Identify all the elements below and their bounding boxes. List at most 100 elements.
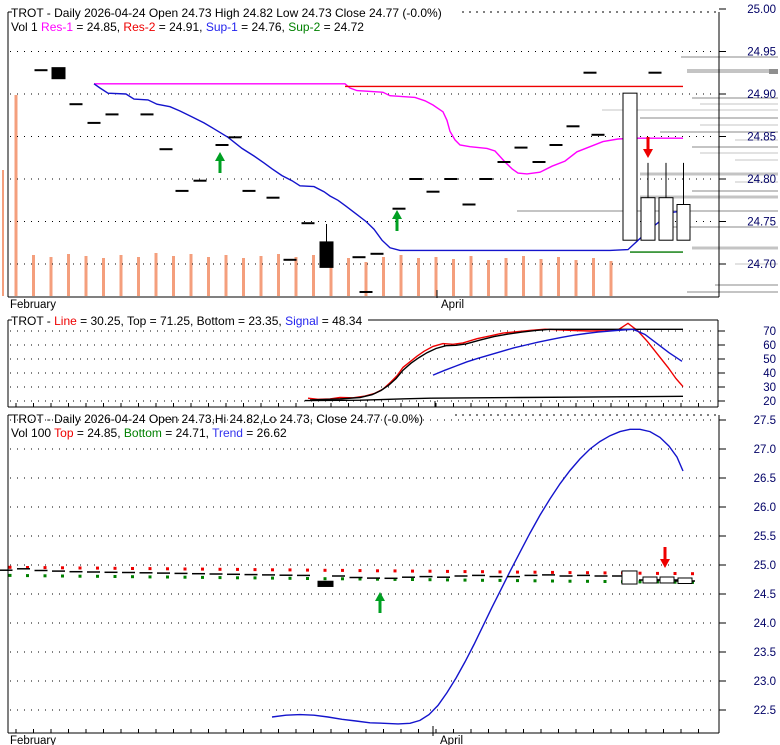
volume-bar — [189, 254, 193, 296]
volume-bar — [2, 170, 4, 296]
volume-bar — [347, 258, 350, 296]
volume-bar — [469, 256, 473, 296]
volume-bar — [382, 257, 385, 296]
band-dot-bottom — [603, 580, 607, 583]
price-panel-candle — [622, 92, 638, 241]
volume-bar — [242, 258, 245, 296]
volume-bar — [452, 259, 455, 296]
band-dot-top — [516, 570, 519, 574]
band-dot-top — [638, 571, 642, 575]
y-axis-label: 40 — [763, 368, 776, 380]
band-dot-bottom — [411, 578, 414, 581]
trend-panel-candle — [317, 580, 334, 587]
band-dot-top — [183, 567, 187, 571]
x-axis-label-february-top: February — [10, 299, 56, 311]
volume-bar — [417, 258, 420, 296]
volume-at-price-bar — [640, 195, 778, 199]
band-dot-top — [96, 566, 99, 570]
band-dot-top — [481, 570, 484, 574]
volume-bar — [49, 257, 53, 296]
volume-at-price-bar — [700, 152, 778, 154]
band-dot-top — [463, 570, 467, 574]
volume-at-price-bar — [687, 69, 778, 73]
y-axis-label: 24.75 — [747, 217, 776, 229]
y-axis-label: 23.5 — [754, 647, 776, 659]
trend-panel-candle — [621, 570, 638, 585]
y-axis-label: 25.5 — [754, 531, 776, 543]
trend-panel-plot-area[interactable] — [8, 415, 719, 733]
series-line-bottom — [304, 395, 684, 402]
y-axis-label: 24.0 — [754, 618, 776, 630]
band-dot-top — [428, 569, 432, 573]
band-dot-top — [218, 567, 222, 571]
series-line-res-1 — [94, 83, 683, 175]
band-dot-bottom — [113, 575, 117, 578]
sell-signal-arrow-down-icon — [660, 559, 670, 568]
band-dot-bottom — [341, 577, 344, 581]
band-dot-bottom — [393, 577, 397, 581]
band-dot-bottom — [43, 574, 47, 578]
band-dot-top — [498, 570, 502, 574]
volume-at-price-bar — [735, 159, 778, 161]
band-dot-bottom — [376, 577, 379, 581]
y-axis-label: 26.5 — [754, 473, 776, 485]
band-dot-top — [568, 571, 572, 575]
y-axis-label: 27.0 — [754, 444, 776, 456]
band-dot-bottom — [446, 578, 449, 582]
band-dot-top — [271, 568, 274, 572]
band-dot-top — [341, 568, 344, 572]
band-dot-top — [236, 567, 239, 571]
band-dot-top — [551, 570, 554, 574]
series-line-top — [309, 328, 683, 401]
band-dot-top — [393, 569, 397, 573]
volume-bar — [557, 257, 560, 296]
volume-at-price-bar-cap — [769, 69, 778, 74]
volume-bar — [84, 256, 88, 296]
y-axis-label: 70 — [763, 326, 776, 338]
band-dot-top — [201, 567, 204, 571]
volume-at-price-bar — [700, 103, 778, 105]
volume-bar — [539, 259, 543, 296]
y-axis-label: 20 — [763, 396, 776, 408]
volume-bar — [504, 258, 508, 296]
y-axis-label: 24.80 — [747, 174, 776, 186]
volume-at-price-bar — [640, 172, 778, 176]
volume-at-price-bar — [700, 124, 778, 126]
volume-at-price-bar — [687, 291, 778, 293]
trend-panel-candle — [659, 576, 675, 584]
volume-at-price-bar — [735, 181, 778, 183]
volume-at-price-bar — [692, 246, 778, 250]
band-dot-top — [148, 567, 152, 571]
y-axis-label: 24.85 — [747, 132, 776, 144]
volume-bar — [312, 255, 315, 296]
oscillator-panel-plot-area[interactable] — [8, 320, 718, 407]
price-panel-plot-area[interactable] — [8, 12, 719, 297]
buy-signal-arrow-up-icon — [218, 161, 222, 173]
price-panel-candle — [319, 241, 334, 268]
band-dot-top — [8, 565, 12, 569]
volume-at-price-bar — [735, 263, 778, 265]
band-dot-top — [673, 572, 677, 575]
volume-bar — [14, 95, 18, 296]
volume-at-price-bar — [715, 284, 778, 286]
band-dot-top — [323, 568, 327, 572]
band-dot-top — [288, 568, 292, 572]
y-axis-label: 24.95 — [747, 47, 776, 59]
band-dot-bottom — [253, 576, 257, 580]
x-axis-label-april-bottom: April — [440, 735, 463, 745]
volume-bar — [364, 262, 368, 296]
volume-bar — [224, 255, 228, 296]
volume-at-price-bar — [681, 56, 778, 58]
volume-at-price-bar — [735, 139, 778, 141]
volume-bar — [119, 255, 123, 296]
volume-bar — [172, 256, 175, 296]
oscillator-panel-legend: TROT - Line = 30.25, Top = 71.25, Bottom… — [11, 314, 362, 328]
band-dot-bottom — [78, 574, 82, 578]
band-dot-bottom — [498, 578, 502, 582]
band-dot-top — [26, 566, 29, 569]
y-axis-label: 22.5 — [754, 705, 776, 717]
band-dot-bottom — [271, 576, 274, 580]
band-dot-top — [43, 566, 47, 570]
